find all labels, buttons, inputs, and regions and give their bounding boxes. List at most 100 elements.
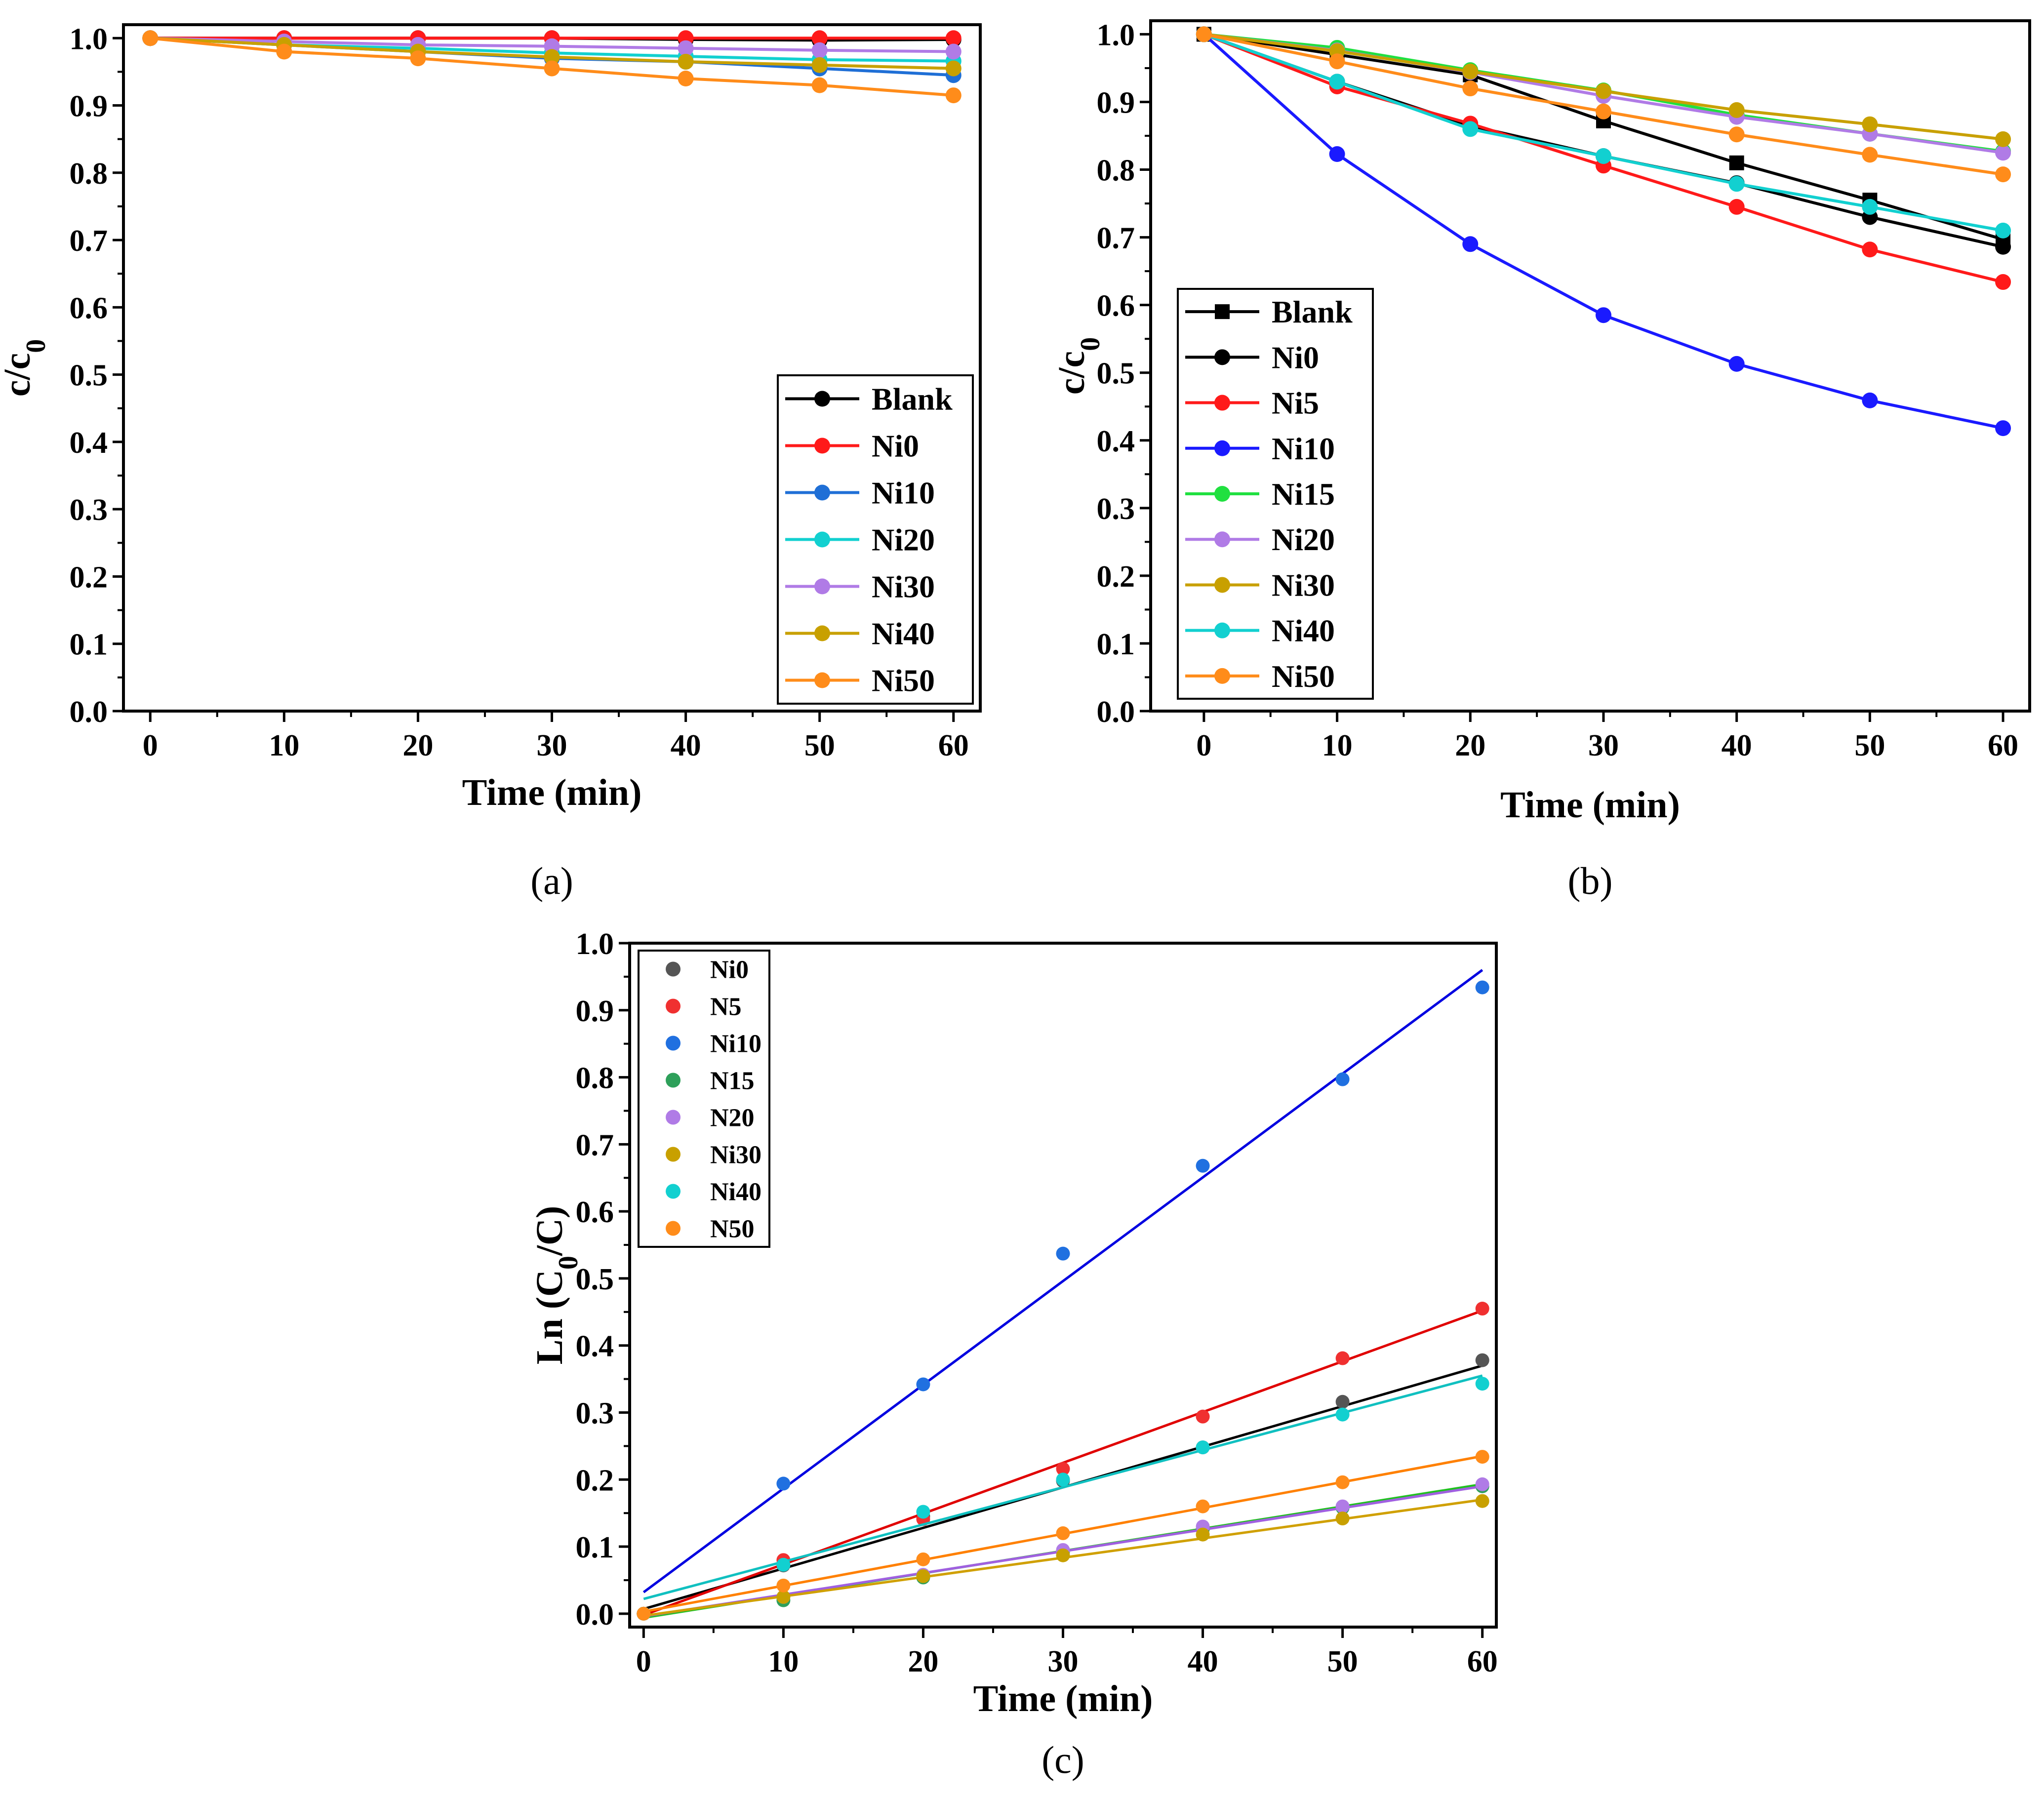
y-axis-title-subscript: 0 [553, 1256, 584, 1270]
legend-marker [666, 1036, 681, 1051]
legend-label: Ni30 [872, 569, 935, 604]
legend-label: Ni5 [1272, 386, 1319, 421]
data-point [776, 1590, 791, 1604]
legend-item-n50: N50 [666, 1215, 755, 1243]
data-point [142, 30, 159, 46]
legend-label: N50 [710, 1215, 755, 1243]
y-axis-title-subscript: 0 [1075, 337, 1106, 351]
y-tick-label: 0.0 [576, 1598, 614, 1632]
data-point [811, 30, 828, 46]
legend-label: Ni40 [1272, 613, 1335, 648]
legend-marker [814, 672, 830, 688]
data-point [1056, 1526, 1070, 1540]
legend-item-ni50: Ni50 [785, 663, 935, 698]
legend-marker [814, 438, 830, 454]
y-tick-label: 0.5 [70, 359, 108, 393]
data-point [1335, 1395, 1350, 1409]
data-point [1595, 83, 1611, 99]
legend-item-ni40: Ni40 [785, 616, 935, 651]
data-point [1462, 236, 1479, 252]
legend-label: Ni30 [710, 1141, 761, 1169]
legend-marker [1214, 486, 1230, 502]
y-tick-label: 0.3 [70, 493, 108, 527]
legend-item-ni5: Ni5 [1185, 386, 1319, 421]
legend: Ni0 N5 Ni10 N15 N20 Ni30 Ni40 N50 [638, 950, 770, 1248]
legend-marker [1214, 349, 1230, 365]
data-point [1056, 1473, 1070, 1487]
legend-item-n20: N20 [666, 1104, 755, 1132]
data-point [1728, 176, 1745, 192]
legend-item-ni40: Ni40 [1185, 613, 1335, 648]
data-point [1862, 392, 1878, 408]
legend-marker [814, 625, 830, 641]
y-axis-title-main: Ln (C [529, 1270, 570, 1364]
legend-label: N5 [710, 993, 742, 1021]
x-tick-label: 10 [269, 729, 299, 762]
legend-item-ni30: Ni30 [785, 569, 935, 604]
y-axis-title-main: c/c [1051, 351, 1092, 395]
x-tick-label: 10 [1322, 729, 1353, 762]
legend-marker [1214, 668, 1230, 684]
x-tick-label: 20 [1455, 729, 1485, 762]
legend-item-ni10: Ni10 [1185, 431, 1335, 466]
legend-marker [666, 1184, 681, 1199]
data-point [1335, 1351, 1350, 1365]
data-point [1995, 274, 2011, 290]
data-point [1196, 26, 1212, 42]
data-point [1862, 147, 1878, 163]
data-point [1196, 1527, 1210, 1542]
x-tick-label: 50 [1854, 729, 1885, 762]
panel-label: (a) [530, 859, 573, 902]
data-point [916, 1569, 930, 1583]
data-point [1995, 420, 2011, 437]
legend-item-ni10: Ni10 [666, 1030, 761, 1058]
legend-marker [1214, 577, 1230, 593]
y-tick-label: 1.0 [1097, 18, 1135, 52]
data-point [1995, 145, 2011, 161]
y-axis-title-tail: /C) [529, 1206, 570, 1256]
x-tick-label: 40 [1188, 1645, 1218, 1678]
y-tick-label: 0.4 [1097, 425, 1135, 458]
legend-marker [1214, 440, 1230, 456]
legend-marker [1214, 395, 1230, 411]
data-point [1728, 126, 1745, 143]
y-axis-title-main: c/c [0, 353, 38, 397]
data-point [945, 30, 962, 46]
data-point [776, 1578, 791, 1593]
data-point [1335, 1072, 1350, 1086]
x-tick-label: 60 [938, 729, 969, 762]
data-point [678, 53, 694, 70]
legend-marker [814, 484, 830, 501]
panel-label: (c) [1042, 1738, 1084, 1781]
y-tick-label: 0.2 [1097, 560, 1135, 594]
data-point [1728, 102, 1745, 118]
y-tick-label: 0.5 [576, 1263, 614, 1296]
y-axis-title: c/c0 [1051, 337, 1106, 395]
data-point [916, 1505, 930, 1519]
legend-label: N20 [710, 1104, 755, 1132]
data-point [1475, 1377, 1489, 1391]
series-ni50 [142, 30, 962, 104]
data-point [811, 42, 828, 58]
x-tick-label: 0 [636, 1645, 651, 1678]
y-tick-label: 0.1 [576, 1531, 614, 1564]
x-tick-label: 60 [1467, 1645, 1498, 1678]
legend-label: Blank [872, 382, 953, 417]
legend-label: Ni15 [1272, 477, 1335, 512]
data-point [1475, 1450, 1489, 1464]
x-tick-label: 40 [671, 729, 701, 762]
y-tick-label: 0.3 [576, 1396, 614, 1430]
legend-item-ni15: Ni15 [1185, 477, 1335, 512]
data-point [1335, 1499, 1350, 1514]
legend-item-ni0: Ni0 [1185, 340, 1319, 375]
data-point [544, 49, 560, 65]
panel-label: (b) [1568, 859, 1613, 902]
legend-label: N15 [710, 1067, 755, 1095]
legend-item-ni30: Ni30 [666, 1141, 761, 1169]
legend-marker [1215, 304, 1230, 319]
data-point [776, 1557, 791, 1572]
legend-item-ni10: Ni10 [785, 476, 935, 511]
plot-area [637, 969, 1489, 1621]
legend-item-n5: N5 [666, 993, 742, 1021]
x-tick-label: 60 [1988, 729, 2018, 762]
